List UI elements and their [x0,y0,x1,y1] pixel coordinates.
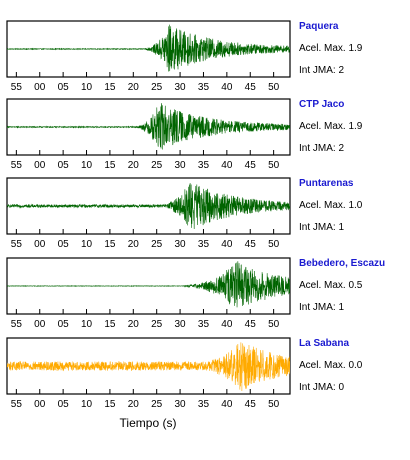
x-tick-label: 20 [128,160,140,171]
x-tick-label: 40 [221,319,233,330]
x-tick-label: 50 [268,82,280,93]
x-tick-label: 50 [268,239,280,250]
x-tick-label: 40 [221,399,233,410]
x-tick-label: 00 [34,399,46,410]
panel-0: 55 00 05 10 15 20 25 30 35 40 45 50 [6,20,291,93]
x-tick-label: 00 [34,239,46,250]
panel-4: 55 00 05 10 15 20 25 30 35 40 45 50 [6,337,291,410]
panel-3: 55 00 05 10 15 20 25 30 35 40 45 50 [6,257,291,330]
x-tick-label: 00 [34,82,46,93]
x-tick-label: 30 [175,319,187,330]
x-tick-label: 35 [198,239,210,250]
waveform-trace [7,342,290,391]
int-jma-label: Int JMA: 0 [299,382,345,393]
x-tick-label: 25 [151,319,163,330]
station-info: Acel. Max. 1.0 Int JMA: 1 [299,199,362,243]
x-tick-label: 15 [104,239,116,250]
panel-2: 55 00 05 10 15 20 25 30 35 40 45 50 [6,177,291,250]
x-tick-label: 35 [198,82,210,93]
acel-max-label: Acel. Max. 1.9 [299,43,363,54]
x-tick-label: 20 [128,82,140,93]
x-tick-label: 05 [58,82,70,93]
x-tick-label: 10 [81,399,93,410]
x-tick-label: 25 [151,399,163,410]
waveform-trace [7,103,290,150]
x-tick-label: 30 [175,160,187,171]
station-name: Bebedero, Escazu [299,258,386,269]
station-info: Acel. Max. 1.9 Int JMA: 2 [299,120,362,164]
station-name: CTP Jaco [299,99,345,110]
x-tick-label: 45 [245,160,257,171]
x-tick-label: 40 [221,160,233,171]
panel-1: 55 00 05 10 15 20 25 30 35 40 45 50 [6,98,291,171]
int-jma-label: Int JMA: 1 [299,302,345,313]
x-tick-label: 15 [104,160,116,171]
x-tick-label: 15 [104,399,116,410]
x-tick-label: 50 [268,319,280,330]
x-tick-label: 10 [81,239,93,250]
x-tick-label: 50 [268,399,280,410]
x-tick-label: 20 [128,319,140,330]
x-tick-label: 45 [245,319,257,330]
acel-max-label: Acel. Max. 0.5 [299,280,363,291]
x-tick-label: 40 [221,239,233,250]
acel-max-label: Acel. Max. 0.0 [299,360,363,371]
x-tick-label: 00 [34,160,46,171]
int-jma-label: Int JMA: 2 [299,65,345,76]
x-tick-label: 55 [11,399,23,410]
x-tick-label: 25 [151,82,163,93]
x-tick-label: 10 [81,160,93,171]
x-tick-label: 55 [11,239,23,250]
waveform-trace [7,24,290,72]
x-tick-label: 15 [104,82,116,93]
acel-max-label: Acel. Max. 1.9 [299,121,363,132]
station-name: La Sabana [299,338,350,349]
x-tick-label: 55 [11,160,23,171]
x-tick-label: 05 [58,319,70,330]
x-tick-label: 05 [58,399,70,410]
station-name: Paquera [299,21,339,32]
x-tick-label: 05 [58,239,70,250]
waveform-trace [7,261,290,308]
x-tick-label: 45 [245,82,257,93]
int-jma-label: Int JMA: 1 [299,222,345,233]
int-jma-label: Int JMA: 2 [299,143,345,154]
x-tick-label: 10 [81,82,93,93]
x-tick-label: 45 [245,239,257,250]
station-info: Acel. Max. 1.9 Int JMA: 2 [299,42,362,86]
x-axis-title: Tiempo (s) [120,416,177,430]
x-tick-label: 15 [104,319,116,330]
x-tick-label: 25 [151,239,163,250]
x-tick-label: 35 [198,319,210,330]
x-tick-label: 20 [128,399,140,410]
x-tick-label: 40 [221,82,233,93]
x-tick-label: 25 [151,160,163,171]
x-tick-label: 30 [175,399,187,410]
x-tick-label: 55 [11,82,23,93]
acel-max-label: Acel. Max. 1.0 [299,200,363,211]
x-tick-label: 55 [11,319,23,330]
x-tick-label: 20 [128,239,140,250]
station-info: Acel. Max. 0.5 Int JMA: 1 [299,279,362,323]
waveform-trace [7,183,290,229]
x-tick-label: 50 [268,160,280,171]
x-tick-label: 10 [81,319,93,330]
x-tick-label: 05 [58,160,70,171]
x-tick-label: 00 [34,319,46,330]
station-name: Puntarenas [299,178,354,189]
x-tick-label: 45 [245,399,257,410]
x-tick-label: 30 [175,82,187,93]
x-tick-label: 35 [198,160,210,171]
x-tick-label: 35 [198,399,210,410]
station-info: Acel. Max. 0.0 Int JMA: 0 [299,359,362,403]
x-tick-label: 30 [175,239,187,250]
